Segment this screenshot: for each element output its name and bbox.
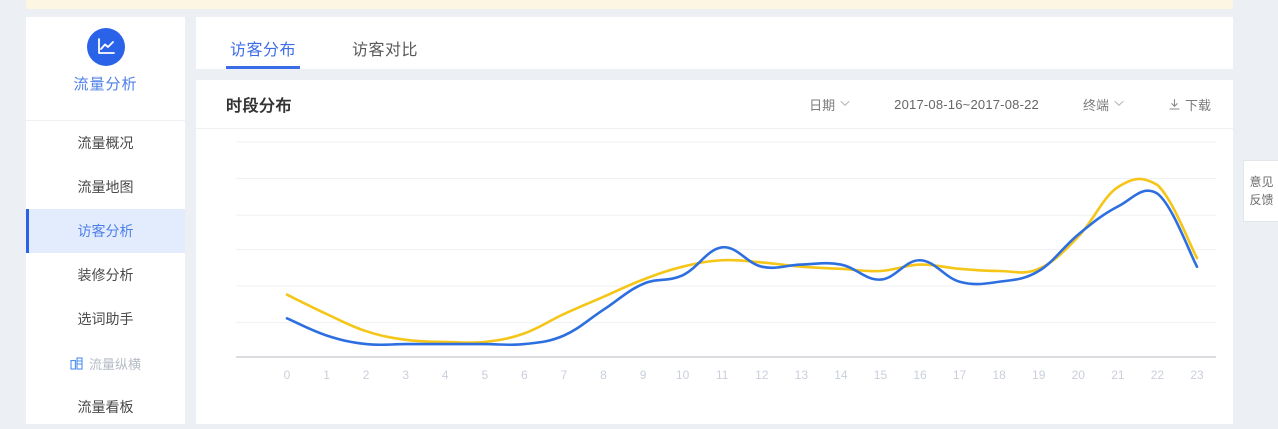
x-tick-label: 5 <box>481 368 488 382</box>
chart-gridlines <box>236 141 1216 324</box>
chevron-down-icon <box>1114 98 1124 110</box>
page-shell: 流量分析 流量概况 流量地图 访客分析 装修分析 选词助手 <box>26 17 1233 424</box>
x-tick-label: 23 <box>1190 368 1204 382</box>
line-chart-icon <box>86 28 125 66</box>
x-tick-label: 18 <box>992 368 1006 382</box>
feedback-line1: 意见 <box>1249 175 1274 189</box>
download-label: 下载 <box>1184 97 1211 113</box>
x-tick-label: 8 <box>600 368 607 382</box>
sidebar: 流量分析 流量概况 流量地图 访客分析 装修分析 选词助手 <box>26 17 185 424</box>
sidebar-item-label: 流量纵横 <box>88 356 141 372</box>
x-tick-label: 19 <box>1032 368 1046 382</box>
x-tick-label: 9 <box>640 368 647 382</box>
x-axis-tick-labels: 0 1 2 3 4 5 6 7 8 9 10 11 12 13 14 15 16 17 18 19 20 21 22 23 <box>284 368 1204 382</box>
x-tick-label: 14 <box>834 368 848 382</box>
chart-svg: 0 1 2 3 4 5 6 7 8 9 10 11 12 13 14 15 16 17 18 19 20 21 22 23 <box>236 141 1216 382</box>
sidebar-item-label: 装修分析 <box>77 267 134 283</box>
sidebar-item-label: 访客分析 <box>77 223 134 239</box>
tab-label: 访客对比 <box>352 42 419 59</box>
sidebar-item-liuliang-ditu[interactable]: 流量地图 <box>26 165 185 209</box>
chart-series <box>285 177 1199 347</box>
x-tick-label: 13 <box>795 368 809 382</box>
sidebar-item-label: 流量地图 <box>77 179 134 195</box>
time-distribution-chart[interactable]: 0 1 2 3 4 5 6 7 8 9 10 11 12 13 14 15 16 17 18 19 20 21 22 23 <box>196 129 1233 424</box>
chevron-down-icon <box>840 98 850 110</box>
sidebar-item-label: 流量概况 <box>77 135 134 151</box>
x-tick-label: 2 <box>363 368 370 382</box>
x-tick-label: 12 <box>755 368 769 382</box>
download-button[interactable]: 下载 <box>1168 95 1211 114</box>
x-tick-label: 16 <box>913 368 927 382</box>
x-tick-label: 6 <box>521 368 528 382</box>
tab-fangke-duibi[interactable]: 访客对比 <box>348 36 422 69</box>
sidebar-item-label: 选词助手 <box>77 311 134 327</box>
x-tick-label: 7 <box>561 368 568 382</box>
tab-label: 访客分布 <box>230 42 297 59</box>
terminal-label: 终端 <box>1082 97 1109 113</box>
sidebar-item-liuliang-kanban[interactable]: 流量看板 <box>26 385 185 429</box>
sidebar-item-label: 流量看板 <box>77 399 134 415</box>
card-header: 时段分布 日期 2017-08-16~2017-08-22 <box>196 80 1233 129</box>
sidebar-item-fangke-fenxi[interactable]: 访客分析 <box>26 209 185 253</box>
x-tick-label: 11 <box>716 368 729 382</box>
sidebar-item-zhuangxiu-fenxi[interactable]: 装修分析 <box>26 253 185 297</box>
tab-fangke-fenbu[interactable]: 访客分布 <box>226 36 301 69</box>
feedback-tab[interactable]: 意见 反馈 <box>1243 160 1278 222</box>
sidebar-item-xuanci-zhushou[interactable]: 选词助手 <box>26 297 185 341</box>
shop-icon <box>70 356 83 370</box>
chart-line-series-yellow <box>285 177 1199 345</box>
notification-strip <box>26 0 1233 9</box>
card-toolbar: 日期 2017-08-16~2017-08-22 终端 <box>765 95 1211 114</box>
feedback-line2: 反馈 <box>1249 193 1274 207</box>
x-tick-label: 0 <box>284 368 291 382</box>
date-range-value: 2017-08-16~2017-08-22 <box>894 96 1039 112</box>
x-tick-label: 3 <box>402 368 409 382</box>
x-tick-label: 15 <box>874 368 888 382</box>
chart-card: 时段分布 日期 2017-08-16~2017-08-22 <box>196 80 1233 424</box>
chart-line-series-blue <box>285 189 1199 347</box>
x-tick-label: 21 <box>1111 368 1125 382</box>
sidebar-item-liuliang-gaikuang[interactable]: 流量概况 <box>26 121 185 165</box>
dimension-dropdown[interactable]: 日期 <box>809 95 850 114</box>
main-content: 访客分布 访客对比 时段分布 日期 <box>196 17 1233 424</box>
dimension-label: 日期 <box>809 97 836 113</box>
page-title: 时段分布 <box>226 98 293 115</box>
date-range-picker[interactable]: 2017-08-16~2017-08-22 <box>894 97 1039 112</box>
brand-name: 流量分析 <box>73 76 138 93</box>
tab-bar: 访客分布 访客对比 <box>196 17 1233 69</box>
x-tick-label: 17 <box>953 368 967 382</box>
x-tick-label: 22 <box>1151 368 1165 382</box>
x-tick-label: 10 <box>676 368 690 382</box>
download-icon <box>1168 98 1181 111</box>
x-tick-label: 4 <box>442 368 449 382</box>
sidebar-item-liuliang-zongheng[interactable]: 流量纵横 <box>26 341 185 385</box>
x-tick-label: 20 <box>1072 368 1086 382</box>
x-tick-label: 1 <box>323 368 330 382</box>
terminal-dropdown[interactable]: 终端 <box>1083 95 1124 114</box>
brand-block: 流量分析 <box>26 17 185 121</box>
